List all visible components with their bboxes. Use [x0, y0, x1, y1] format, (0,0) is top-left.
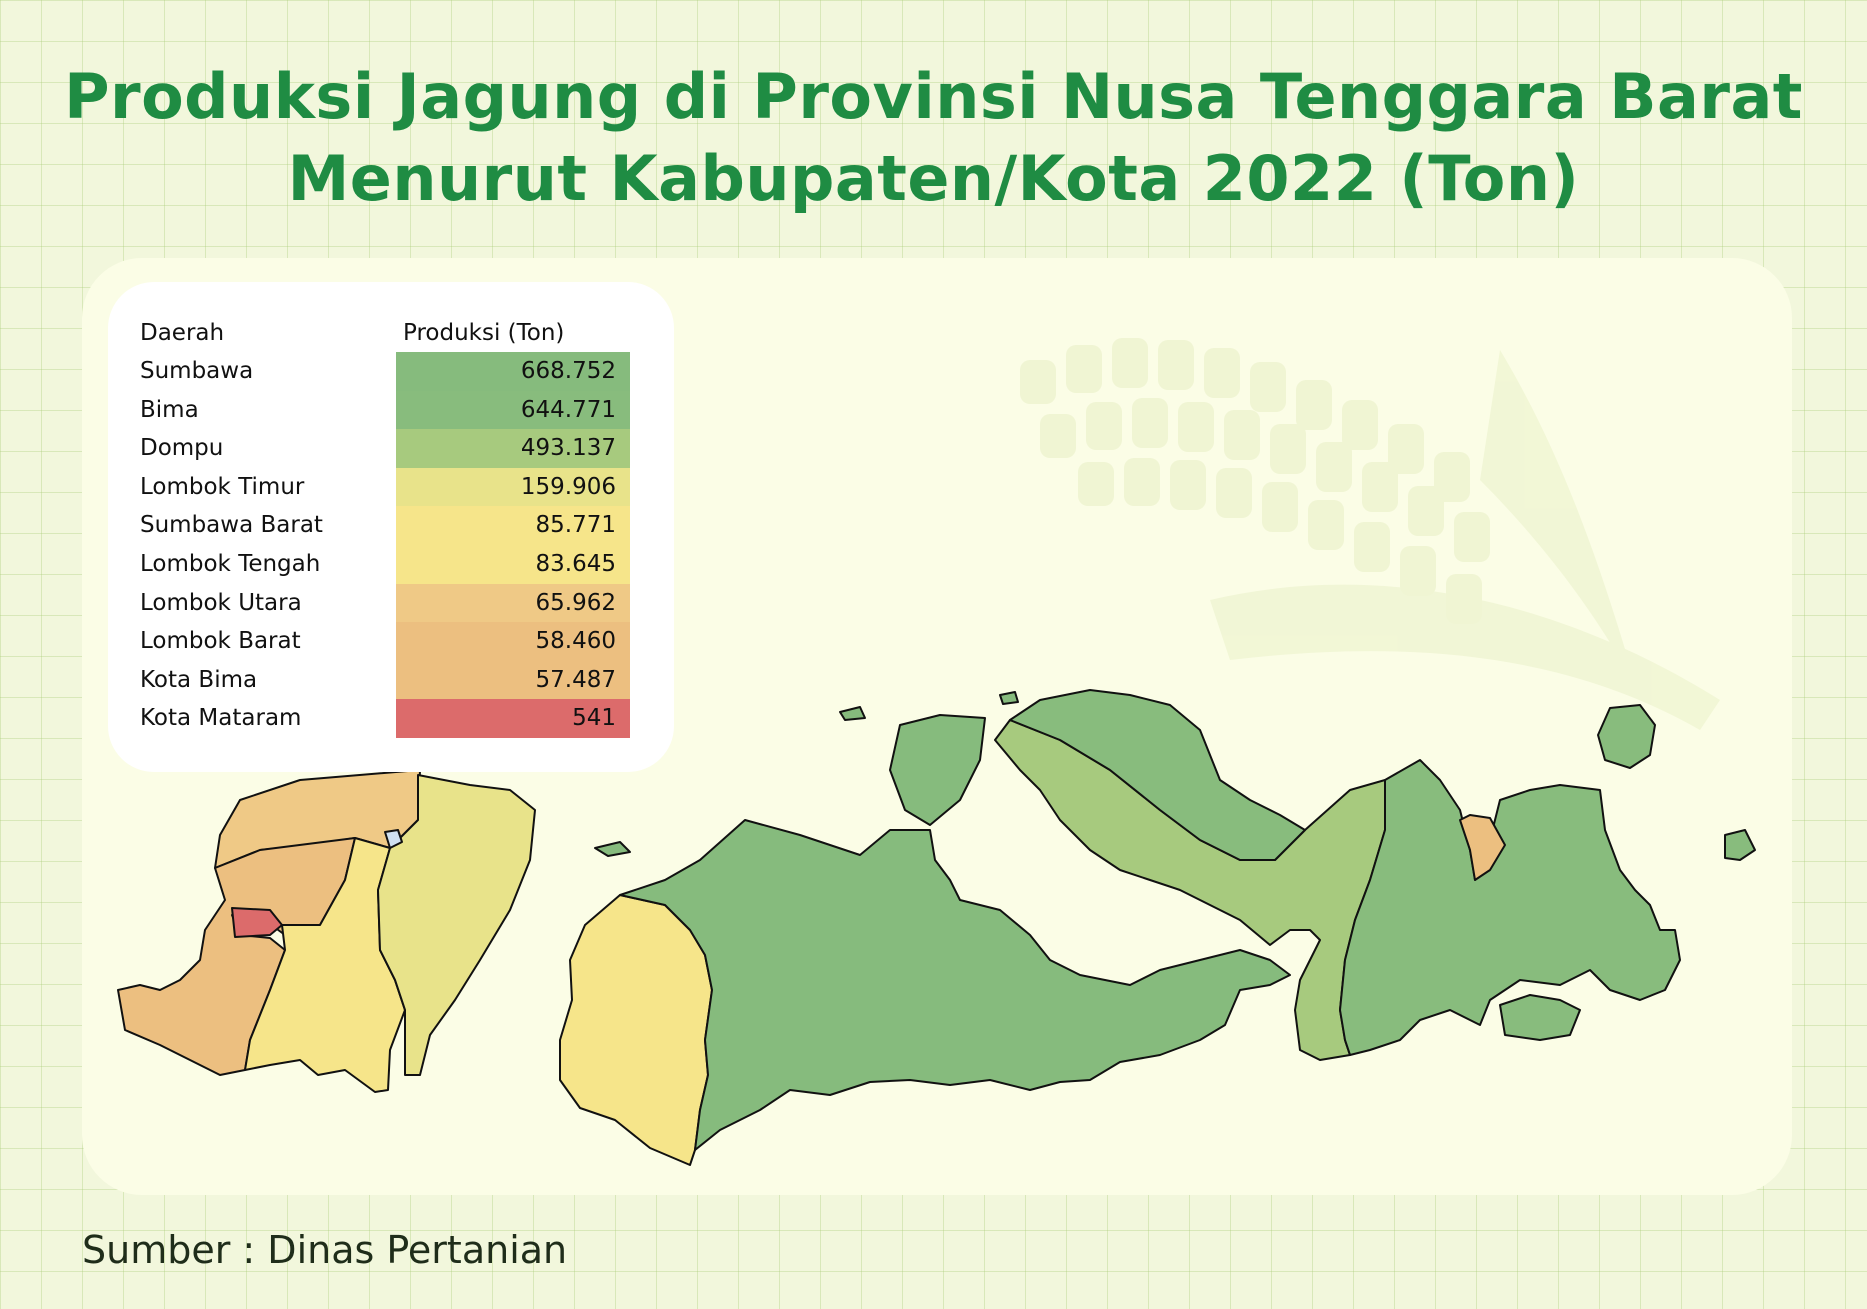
source-note: Sumber : Dinas Pertanian	[82, 1228, 568, 1272]
legend-value-cell: 644.771	[396, 390, 630, 430]
legend-rows: Sumbawa 668.752 Bima 644.771 Dompu 493.1…	[108, 352, 674, 738]
island-south-bima	[1499, 994, 1581, 1041]
legend-region-name: Lombok Barat	[140, 628, 301, 655]
legend-region-name: Kota Bima	[140, 666, 258, 693]
legend-value: 85.771	[535, 512, 616, 539]
title-line-2: Menurut Kabupaten/Kota 2022 (Ton)	[287, 142, 1580, 215]
legend-region-name: Kota Mataram	[140, 705, 302, 732]
legend-value-cell: 57.487	[396, 660, 630, 700]
legend-header-region: Daerah	[140, 320, 225, 346]
region-sumbawa-barat	[559, 894, 713, 1166]
legend-row: Kota Bima 57.487	[108, 660, 674, 700]
region-kota-bima	[1459, 814, 1506, 881]
legend-region-name: Lombok Tengah	[140, 550, 321, 577]
legend-region-name: Dompu	[140, 435, 224, 462]
legend-row: Lombok Tengah 83.645	[108, 544, 674, 584]
legend-value: 493.137	[520, 435, 616, 462]
legend-value: 159.906	[520, 473, 616, 500]
legend-value-cell: 159.906	[396, 467, 630, 507]
island-gili	[384, 829, 403, 849]
legend-value: 58.460	[535, 628, 616, 655]
title-line-1: Produksi Jagung di Provinsi Nusa Tenggar…	[64, 60, 1803, 133]
legend-region-name: Lombok Timur	[140, 473, 305, 500]
region-bima	[1009, 689, 1306, 861]
islet	[999, 691, 1019, 705]
legend-value-cell: 85.771	[396, 506, 630, 545]
legend-row: Lombok Timur 159.906	[108, 467, 674, 507]
legend-header-value: Produksi (Ton)	[403, 320, 565, 346]
legend-row: Bima 644.771	[108, 390, 674, 430]
islet	[594, 841, 631, 857]
legend-value-cell: 541	[396, 699, 630, 738]
chart-title: Produksi Jagung di Provinsi Nusa Tenggar…	[0, 56, 1867, 220]
legend-row: Kota Mataram 541	[108, 699, 674, 738]
legend-value: 57.487	[535, 666, 616, 693]
corn-watermark-icon	[1020, 338, 1720, 730]
legend-value: 644.771	[520, 396, 616, 423]
legend-value: 668.752	[520, 358, 616, 384]
legend-value-cell: 58.460	[396, 622, 630, 661]
island-sangeang	[1597, 704, 1656, 769]
legend-value: 65.962	[535, 589, 616, 616]
legend-table: Daerah Produksi (Ton) Sumbawa 668.752 Bi…	[108, 282, 674, 772]
legend-value-cell: 83.645	[396, 544, 630, 584]
region-lombok-timur	[377, 774, 536, 1076]
legend-value-cell: 668.752	[396, 352, 630, 391]
legend-value-cell: 493.137	[396, 429, 630, 468]
legend-region-name: Sumbawa	[140, 358, 254, 384]
island-banta	[1724, 829, 1756, 861]
legend-value: 83.645	[535, 550, 616, 577]
legend-row: Sumbawa 668.752	[108, 352, 674, 391]
legend-region-name: Bima	[140, 396, 199, 423]
legend-row: Lombok Utara 65.962	[108, 583, 674, 623]
legend-value: 541	[572, 705, 616, 732]
island-moyo	[889, 714, 986, 826]
region-kota-mataram	[231, 907, 283, 938]
legend-region-name: Sumbawa Barat	[140, 512, 323, 539]
legend-value-cell: 65.962	[396, 583, 630, 623]
legend-row: Lombok Barat 58.460	[108, 622, 674, 661]
region-sumbawa	[619, 819, 1291, 1151]
legend-row: Dompu 493.137	[108, 429, 674, 468]
legend-row: Sumbawa Barat 85.771	[108, 506, 674, 545]
islet	[839, 706, 866, 721]
legend-region-name: Lombok Utara	[140, 589, 302, 616]
